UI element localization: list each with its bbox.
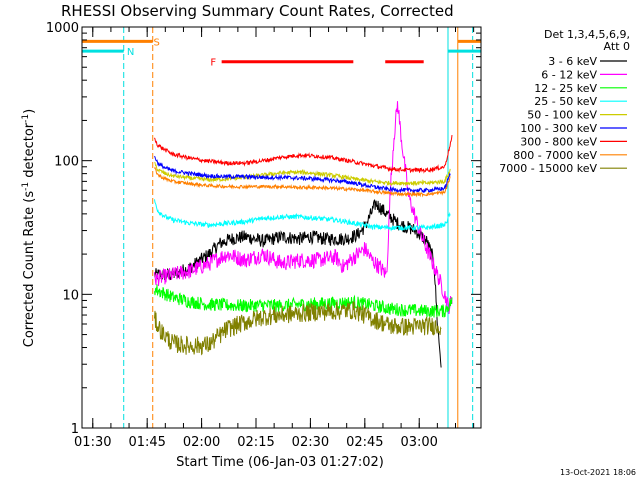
legend-label-1: 6 - 12 keV	[541, 68, 597, 81]
legend-header-line-1: Det 1,3,4,5,6,9,	[544, 28, 630, 41]
legend-label-5: 100 - 300 keV	[520, 122, 597, 135]
legend-label-0: 3 - 6 keV	[548, 55, 597, 68]
x-tick-label-2: 02:00	[183, 435, 220, 450]
x-tick-label-3: 02:15	[237, 435, 274, 450]
legend-label-8: 7000 - 15000 keV	[499, 162, 597, 175]
flag-letter-f: F	[210, 58, 216, 69]
chart-title: RHESSI Observing Summary Count Rates, Co…	[61, 2, 454, 20]
x-tick-label-6: 03:00	[400, 435, 437, 450]
series-line-6	[154, 135, 453, 174]
y-axis-label: Corrected Count Rate (s-1 detector-1)	[21, 109, 37, 347]
chart-data-layer: S N F	[82, 27, 481, 428]
flag-letter-s: S	[154, 37, 160, 48]
generation-timestamp: 13-Oct-2021 18:06	[560, 468, 636, 477]
flag-letter-n: N	[127, 47, 134, 58]
series-line-4	[154, 161, 451, 187]
y-axis-label-sup1: -1	[21, 182, 31, 191]
legend-header-line-2: Att 0	[604, 40, 630, 53]
chart-axes: 1 10 100 1000 01:30 01:45 02:00 02:15 02:30 02:45…	[46, 21, 482, 450]
y-tick-label-1: 10	[62, 288, 79, 303]
series-line-5	[154, 155, 451, 194]
y-tick-label-2: 100	[54, 155, 79, 170]
x-tick-label-4: 02:30	[292, 435, 329, 450]
x-tick-label-0: 01:30	[74, 435, 111, 450]
y-axis-label-end: )	[22, 109, 37, 114]
series-line-7	[154, 166, 451, 198]
series-line-1	[154, 101, 453, 315]
y-axis-label-mid: detector	[22, 122, 37, 182]
x-tick-label-5: 02:45	[346, 435, 383, 450]
series-line-3	[154, 199, 451, 232]
y-tick-label-0: 1	[71, 422, 79, 437]
series-line-2	[154, 284, 453, 318]
series-line-0	[154, 199, 442, 368]
legend-label-7: 800 - 7000 keV	[513, 149, 597, 162]
series-line-8	[154, 301, 442, 356]
x-tick-label-1: 01:45	[128, 435, 165, 450]
legend-label-4: 50 - 100 keV	[527, 109, 597, 122]
legend-label-3: 25 - 50 keV	[534, 95, 597, 108]
x-axis-label: Start Time (06-Jan-03 01:27:02)	[176, 455, 384, 470]
y-axis-label-main: Corrected Count Rate (s	[22, 191, 37, 348]
y-tick-label-3: 1000	[46, 21, 79, 36]
legend-label-2: 12 - 25 keV	[534, 82, 597, 95]
y-axis-label-sup2: -1	[21, 114, 31, 123]
legend-label-6: 300 - 800 keV	[520, 135, 597, 148]
plot-frame	[81, 26, 482, 429]
